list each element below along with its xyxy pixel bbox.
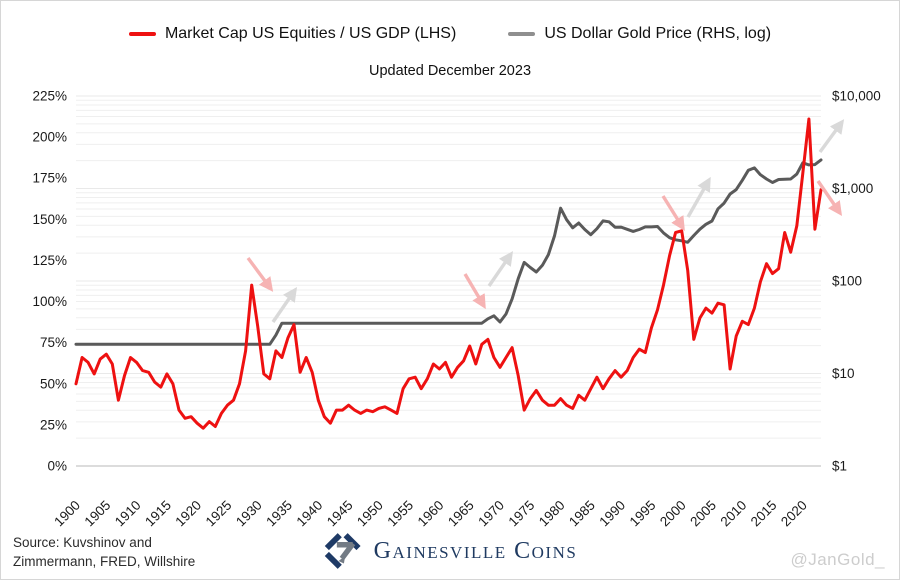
svg-text:25%: 25% bbox=[40, 417, 67, 432]
legend-item-equities: Market Cap US Equities / US GDP (LHS) bbox=[128, 25, 457, 43]
svg-text:100%: 100% bbox=[32, 294, 67, 309]
svg-text:1965: 1965 bbox=[445, 498, 477, 530]
svg-text:$10,000: $10,000 bbox=[832, 89, 881, 104]
svg-text:1915: 1915 bbox=[142, 498, 174, 530]
gainesville-coins-logo-icon bbox=[324, 533, 361, 569]
svg-text:2000: 2000 bbox=[657, 498, 689, 530]
gold-up-arrow-icon bbox=[487, 251, 514, 287]
svg-text:200%: 200% bbox=[32, 130, 67, 145]
source-note: Source: Kuvshinov and Zimmermann, FRED, … bbox=[13, 534, 195, 571]
svg-text:2005: 2005 bbox=[687, 498, 719, 530]
svg-text:150%: 150% bbox=[32, 212, 67, 227]
grid-lines bbox=[76, 95, 821, 467]
svg-text:1955: 1955 bbox=[384, 498, 416, 530]
equities-down-arrow-icon bbox=[816, 180, 843, 216]
legend-label-gold: US Dollar Gold Price (RHS, log) bbox=[544, 25, 772, 42]
svg-text:2010: 2010 bbox=[718, 498, 750, 530]
series-lines bbox=[74, 117, 823, 430]
svg-text:$1,000: $1,000 bbox=[832, 181, 873, 196]
svg-text:175%: 175% bbox=[32, 171, 67, 186]
svg-text:1970: 1970 bbox=[475, 498, 507, 530]
right-axis-tick-labels: $1 $10 $100 $1,000 $10,000 bbox=[832, 89, 881, 474]
brand-name: Gainesville Coins bbox=[373, 537, 578, 564]
left-axis-tick-labels: 0% 25% 50% 75% 100% 125% 150% 175% 200% 225% bbox=[32, 89, 67, 474]
svg-text:1980: 1980 bbox=[536, 498, 568, 530]
svg-text:1900: 1900 bbox=[51, 498, 83, 530]
watermark-handle: @JanGold_ bbox=[790, 550, 885, 569]
legend-item-gold: US Dollar Gold Price (RHS, log) bbox=[508, 25, 771, 43]
chart-legend: Market Cap US Equities / US GDP (LHS) US… bbox=[1, 25, 899, 43]
source-note-line1: Source: Kuvshinov and bbox=[13, 535, 152, 550]
svg-text:1930: 1930 bbox=[233, 498, 265, 530]
svg-text:1960: 1960 bbox=[415, 498, 447, 530]
equities-down-arrow-icon bbox=[661, 195, 685, 232]
legend-swatch-equities-icon bbox=[128, 32, 156, 36]
legend-swatch-gold-icon bbox=[508, 32, 536, 36]
svg-text:1940: 1940 bbox=[294, 498, 326, 530]
svg-text:1995: 1995 bbox=[627, 498, 659, 530]
svg-text:0%: 0% bbox=[47, 459, 67, 474]
series-line-gold bbox=[74, 158, 823, 346]
legend-label-equities: Market Cap US Equities / US GDP (LHS) bbox=[164, 25, 457, 42]
svg-text:225%: 225% bbox=[32, 89, 67, 104]
source-note-line2: Zimmermann, FRED, Willshire bbox=[13, 553, 196, 569]
svg-text:50%: 50% bbox=[40, 376, 67, 391]
gold-up-arrow-icon bbox=[271, 287, 298, 323]
svg-text:$10: $10 bbox=[832, 366, 855, 381]
gold-up-arrow-icon bbox=[818, 119, 845, 154]
equities-down-arrow-icon bbox=[463, 273, 486, 310]
equities-down-arrow-icon bbox=[246, 256, 274, 292]
brand-logo: Gainesville Coins bbox=[323, 531, 578, 571]
svg-text:1950: 1950 bbox=[354, 498, 386, 530]
chart-subtitle: Updated December 2023 bbox=[368, 63, 532, 79]
svg-text:$100: $100 bbox=[832, 274, 862, 289]
svg-text:1985: 1985 bbox=[566, 498, 598, 530]
svg-text:1905: 1905 bbox=[82, 498, 114, 530]
svg-text:1920: 1920 bbox=[172, 498, 204, 530]
svg-text:1975: 1975 bbox=[506, 498, 538, 530]
annotation-arrows bbox=[246, 119, 845, 323]
svg-text:$1: $1 bbox=[832, 459, 847, 474]
svg-text:1945: 1945 bbox=[324, 498, 356, 530]
svg-text:2020: 2020 bbox=[778, 498, 810, 530]
series-line-equities bbox=[74, 117, 823, 430]
svg-text:2015: 2015 bbox=[748, 498, 780, 530]
svg-text:75%: 75% bbox=[40, 335, 67, 350]
svg-text:1910: 1910 bbox=[112, 498, 144, 530]
svg-text:1925: 1925 bbox=[203, 498, 235, 530]
svg-text:125%: 125% bbox=[32, 253, 67, 268]
gold-up-arrow-icon bbox=[686, 176, 711, 218]
svg-text:1990: 1990 bbox=[596, 498, 628, 530]
svg-text:1935: 1935 bbox=[263, 498, 295, 530]
x-axis-tick-labels: 1900190519101915192019251930193519401945… bbox=[51, 498, 810, 530]
